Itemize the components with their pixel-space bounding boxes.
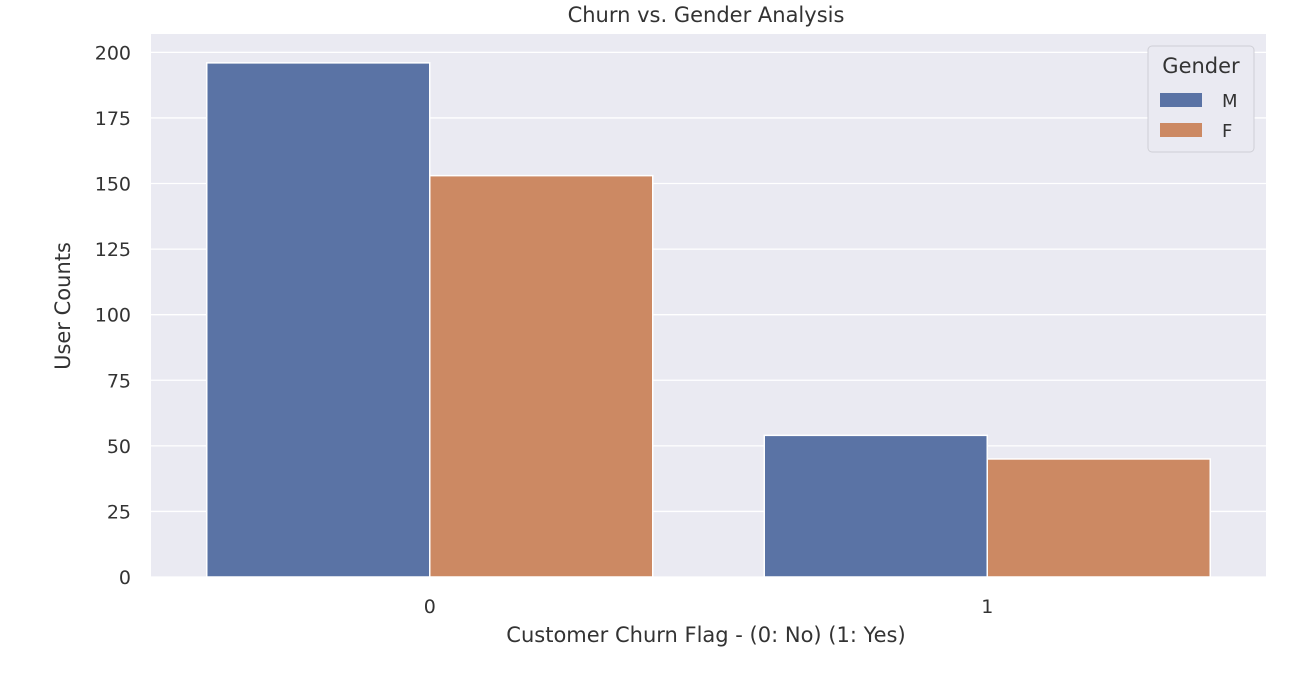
bars xyxy=(206,62,1211,578)
legend-swatch-m xyxy=(1160,93,1202,107)
bar-f-0 xyxy=(429,174,654,578)
bar-f-1 xyxy=(986,458,1211,578)
x-tick-label: 0 xyxy=(424,596,436,618)
chart-title: Churn vs. Gender Analysis xyxy=(568,3,845,27)
y-tick-label: 50 xyxy=(107,436,131,458)
legend-swatch-f xyxy=(1160,123,1202,137)
y-tick-label: 100 xyxy=(95,305,131,327)
y-tick-label: 25 xyxy=(107,501,131,523)
x-axis-label: Customer Churn Flag - (0: No) (1: Yes) xyxy=(506,623,905,647)
y-tick-label: 175 xyxy=(95,108,131,130)
legend-label-m: M xyxy=(1222,91,1238,112)
y-tick-label: 125 xyxy=(95,239,131,261)
legend-title: Gender xyxy=(1162,54,1240,78)
y-axis-ticks: 0 25 50 75 100 125 150 175 200 xyxy=(95,42,131,589)
y-tick-label: 75 xyxy=(107,370,131,392)
y-axis-label: User Counts xyxy=(51,242,75,370)
legend: Gender M F xyxy=(1147,45,1255,153)
bar-m-1 xyxy=(763,434,988,578)
y-tick-label: 200 xyxy=(95,42,131,64)
y-tick-label: 150 xyxy=(95,174,131,196)
x-tick-label: 1 xyxy=(981,596,993,618)
legend-label-f: F xyxy=(1222,121,1232,142)
y-tick-label: 0 xyxy=(119,567,131,589)
bar-m-0 xyxy=(206,62,431,578)
